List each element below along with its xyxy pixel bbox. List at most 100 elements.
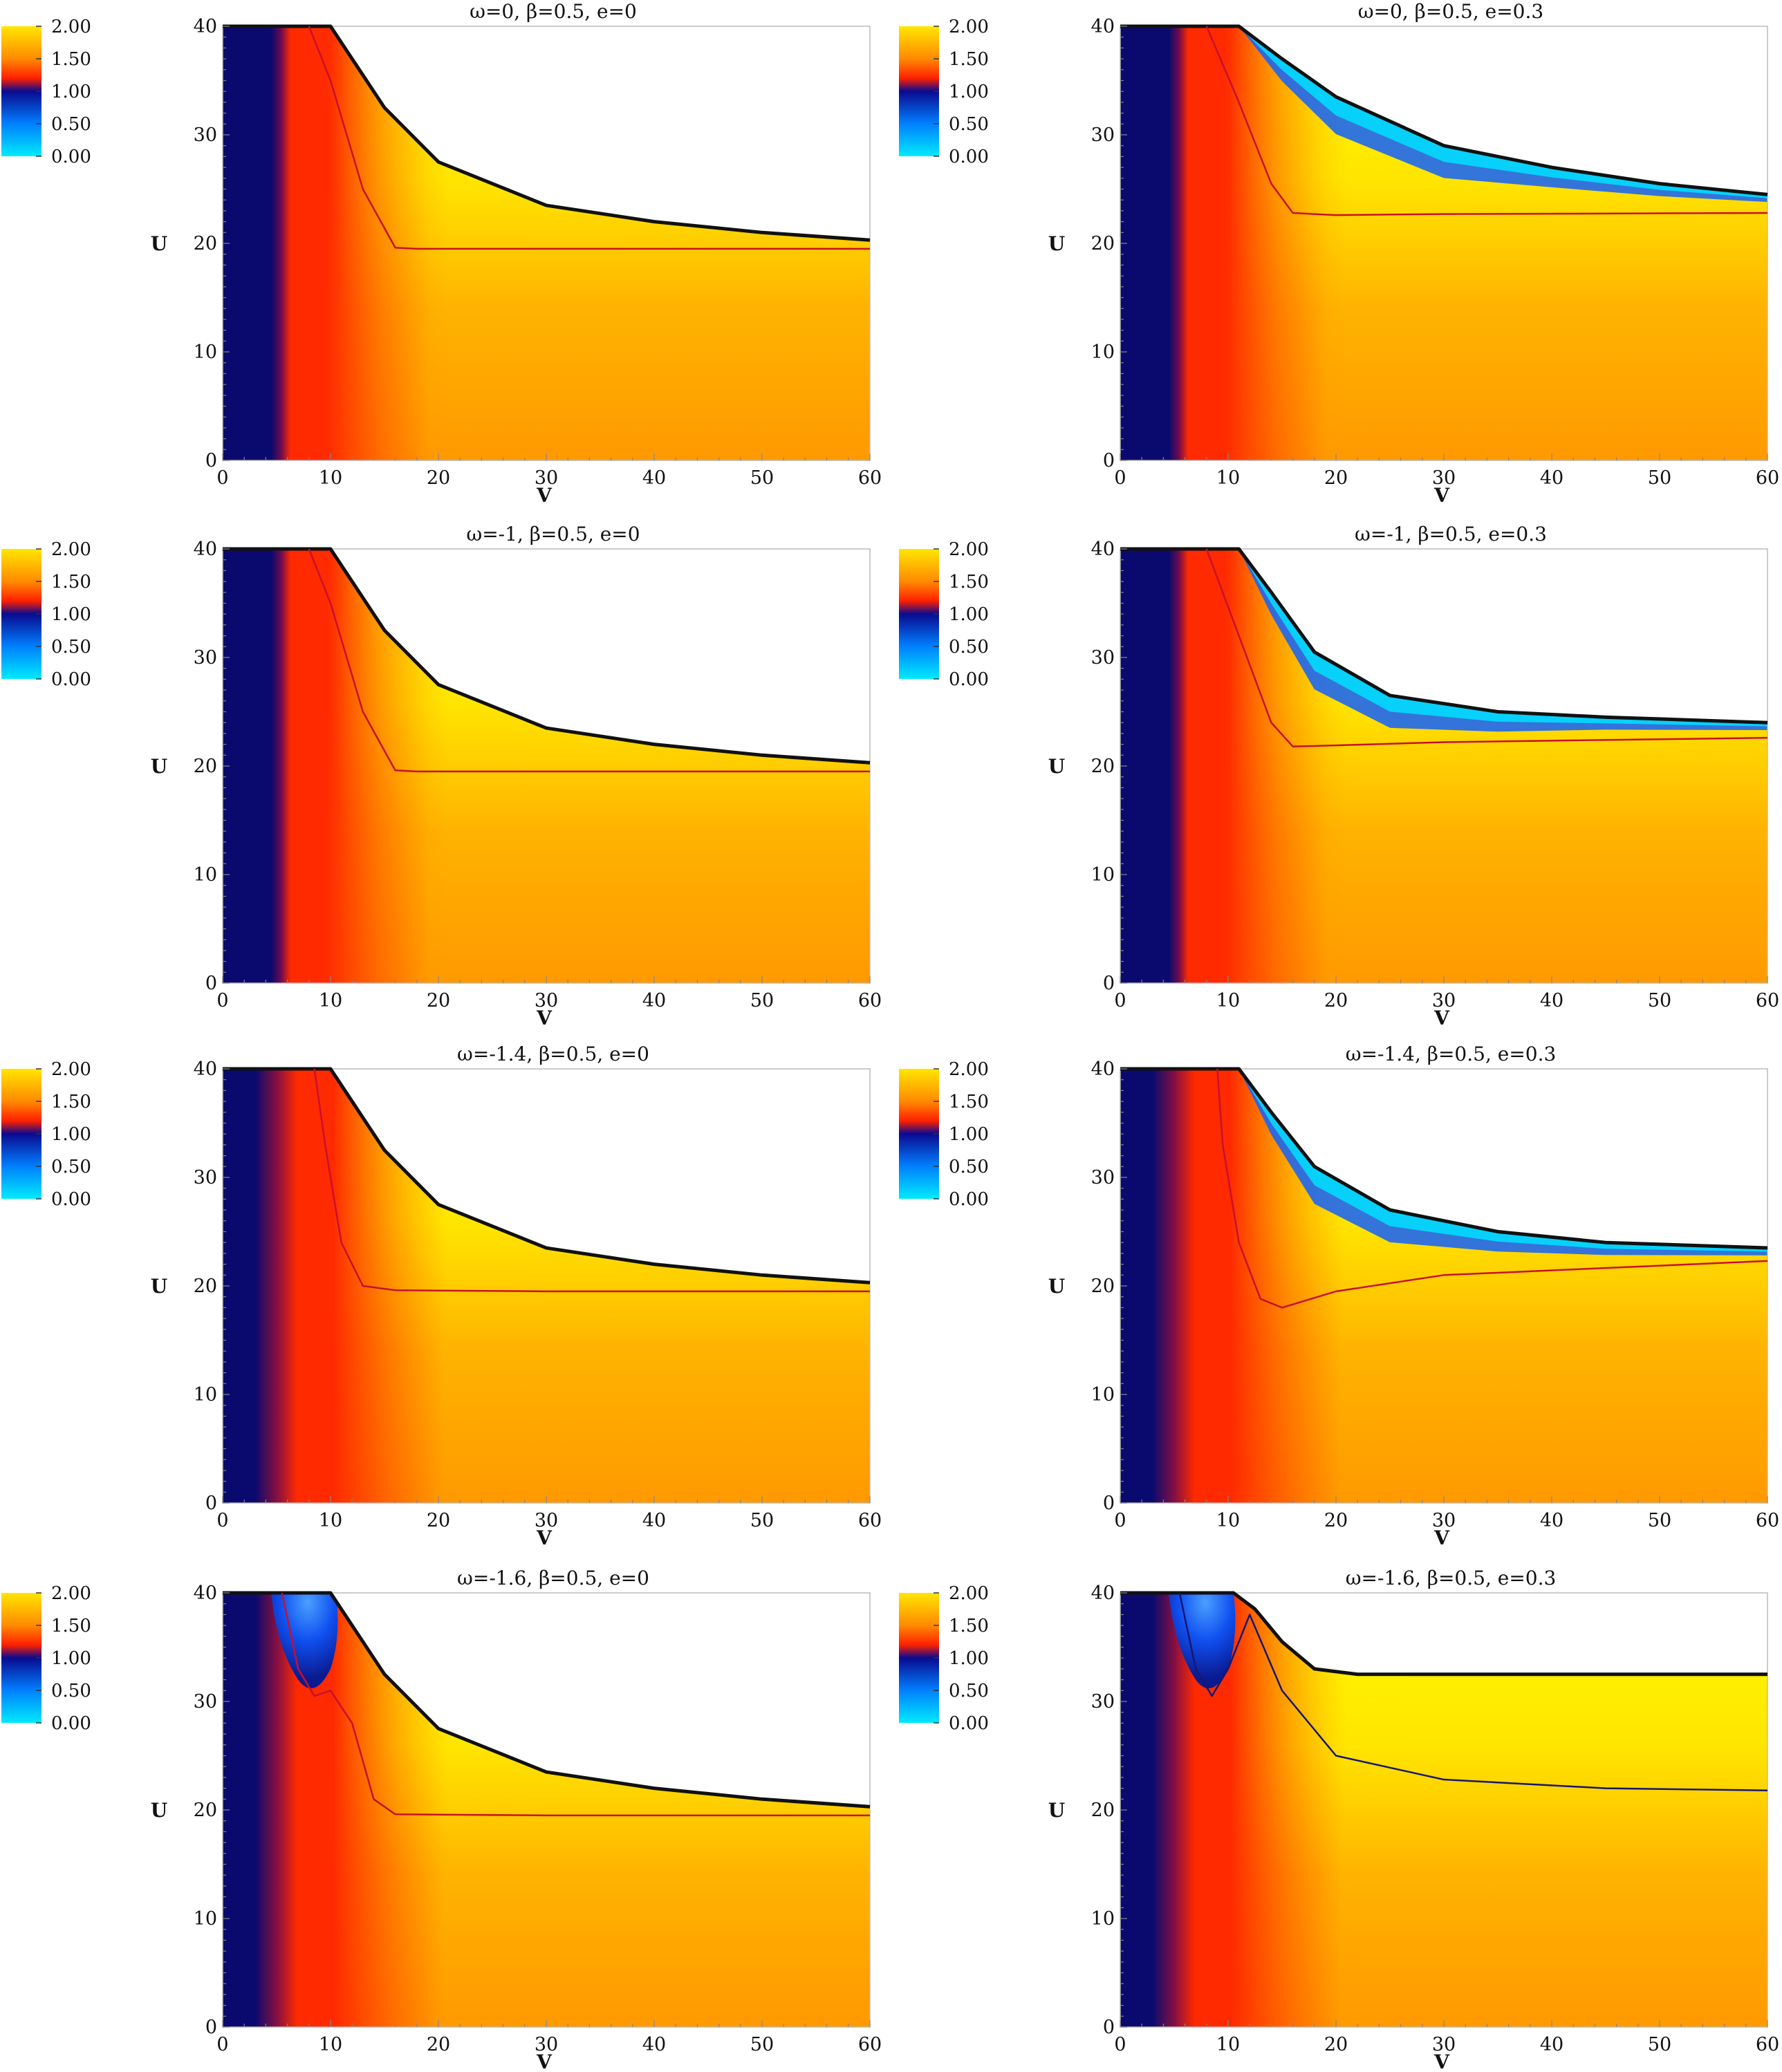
y-tick-label: 30 [1091, 1691, 1115, 1712]
y-tick-label: 20 [1091, 1800, 1115, 1821]
colorbar-gradient [899, 26, 939, 156]
colorbar: 2.00 1.50 1.00 0.50 0.00 [1, 17, 91, 167]
y-tick-label: 0 [1103, 450, 1115, 472]
colorbar-tick-label: 1.50 [949, 1092, 989, 1112]
x-tick-label: 30 [535, 2034, 558, 2055]
colorbar-gradient [899, 549, 939, 679]
panel-8: 0 10 20 30 40 50 60 0 10 20 30 40 V Uω=-1.6, β=0.5, e… [899, 1567, 1779, 2072]
x-axis-label: V [536, 2051, 553, 2072]
heatmap-field [223, 26, 870, 460]
colorbar-tick-label: 2.00 [51, 1583, 91, 1604]
x-axis-label: V [1433, 1527, 1450, 1549]
colorbar-gradient [899, 1593, 939, 1723]
colorbar-tick-label: 0.00 [949, 1713, 989, 1734]
y-tick-label: 20 [194, 756, 217, 777]
y-tick-label: 40 [194, 539, 217, 560]
x-tick-label: 60 [858, 1510, 882, 1531]
apparent-horizon-curve [1120, 24, 1768, 196]
colorbar-tick-label: 0.00 [949, 1189, 989, 1210]
x-tick-label: 30 [535, 990, 558, 1011]
x-tick-label: 10 [319, 2034, 342, 2055]
colorbar-tick-label: 1.00 [51, 604, 91, 625]
y-tick-label: 10 [1091, 864, 1115, 886]
y-tick-label: 10 [194, 864, 217, 886]
y-tick-label: 40 [194, 1058, 217, 1080]
y-tick-label: 10 [194, 1384, 217, 1406]
y-axis-label: U [1048, 755, 1065, 778]
y-tick-label: 40 [1091, 539, 1115, 560]
x-tick-label: 60 [1756, 2034, 1779, 2055]
colorbar-tick-label: 1.50 [51, 1092, 91, 1112]
heatmap-field [1120, 549, 1767, 983]
heatmap-field [223, 1069, 870, 1503]
x-tick-label: 60 [1756, 990, 1779, 1011]
x-axis-label: V [536, 1007, 553, 1029]
panel-3: 0 10 20 30 40 50 60 0 10 20 30 40 V Uω=-1, β=0.5, e=0… [1, 523, 882, 1029]
colorbar-tick-label: 0.00 [51, 1713, 91, 1734]
x-tick-label: 60 [858, 467, 882, 489]
colorbar-tick-label: 1.50 [51, 1616, 91, 1636]
heatmap-field [1120, 1069, 1767, 1503]
y-tick-label: 0 [205, 973, 217, 994]
colorbar-tick-label: 1.50 [949, 49, 989, 70]
apparent-horizon-curve [1120, 1591, 1767, 1677]
x-tick-label: 10 [1216, 2034, 1240, 2055]
colorbar: 2.00 1.50 1.00 0.50 0.00 [899, 1059, 989, 1210]
colorbar-tick-label: 2.00 [51, 1059, 91, 1080]
colorbar-tick-label: 2.00 [949, 1583, 989, 1604]
x-tick-label: 60 [1756, 1510, 1779, 1531]
x-tick-label: 0 [1114, 1510, 1126, 1531]
y-tick-label: 30 [194, 1167, 217, 1188]
heatmap-yellow-layer [1120, 26, 1767, 460]
y-tick-label: 10 [194, 1908, 217, 1930]
contour-line [308, 26, 870, 250]
x-axis-label: V [536, 484, 553, 507]
heatmap-field [1120, 26, 1767, 460]
x-tick-label: 60 [858, 990, 882, 1011]
x-tick-label: 50 [1648, 467, 1671, 489]
y-tick-label: 40 [194, 1583, 217, 1604]
y-axis-label: U [151, 1275, 167, 1298]
panel-title: ω=0, β=0.5, e=0.3 [1358, 0, 1543, 23]
colorbar: 2.00 1.50 1.00 0.50 0.00 [1, 539, 91, 690]
colorbar-tick-label: 1.00 [51, 1648, 91, 1669]
x-tick-label: 40 [642, 467, 666, 489]
colorbar-gradient [1, 549, 41, 679]
y-tick-label: 20 [194, 1276, 217, 1297]
panel-title: ω=-1.6, β=0.5, e=0.3 [1346, 1567, 1557, 1589]
colorbar-tick-label: 1.00 [949, 1648, 989, 1669]
y-axis-label: U [1048, 1799, 1065, 1822]
colorbar: 2.00 1.50 1.00 0.50 0.00 [1, 1059, 91, 1210]
apparent-horizon-curve [223, 24, 871, 242]
y-tick-label: 10 [1091, 342, 1115, 363]
colorbar-tick-label: 2.00 [949, 17, 989, 37]
contour-line [308, 548, 870, 773]
y-tick-label: 40 [194, 16, 217, 37]
panel-title: ω=-1.4, β=0.5, e=0 [457, 1043, 649, 1065]
x-tick-label: 0 [216, 2034, 228, 2055]
panel-title: ω=-1, β=0.5, e=0 [466, 523, 640, 545]
colorbar-tick-label: 1.50 [949, 572, 989, 592]
y-tick-label: 0 [205, 2017, 217, 2038]
contour-line [281, 1592, 870, 1817]
heatmap-field [1120, 1593, 1767, 2027]
colorbar-tick-label: 2.00 [51, 539, 91, 560]
contour-line [1205, 548, 1768, 747]
y-tick-label: 20 [194, 233, 217, 254]
y-tick-label: 30 [194, 647, 217, 669]
y-tick-label: 30 [194, 124, 217, 146]
colorbar-tick-label: 1.00 [51, 82, 91, 102]
panel-6: 0 10 20 30 40 50 60 0 10 20 30 40 V Uω=-1.4, β=0.5, e… [899, 1043, 1779, 1549]
contour-line [1216, 1068, 1768, 1309]
x-axis-label: V [536, 1527, 553, 1549]
x-tick-label: 50 [750, 1510, 774, 1531]
y-tick-label: 20 [194, 1800, 217, 1821]
colorbar: 2.00 1.50 1.00 0.50 0.00 [1, 1583, 91, 1734]
panel-title: ω=0, β=0.5, e=0 [470, 0, 637, 23]
colorbar-tick-label: 2.00 [949, 539, 989, 560]
y-tick-label: 10 [1091, 1384, 1115, 1406]
heatmap-yellow-layer [223, 26, 870, 460]
x-tick-label: 30 [1432, 467, 1456, 489]
colorbar-tick-label: 2.00 [949, 1059, 989, 1080]
